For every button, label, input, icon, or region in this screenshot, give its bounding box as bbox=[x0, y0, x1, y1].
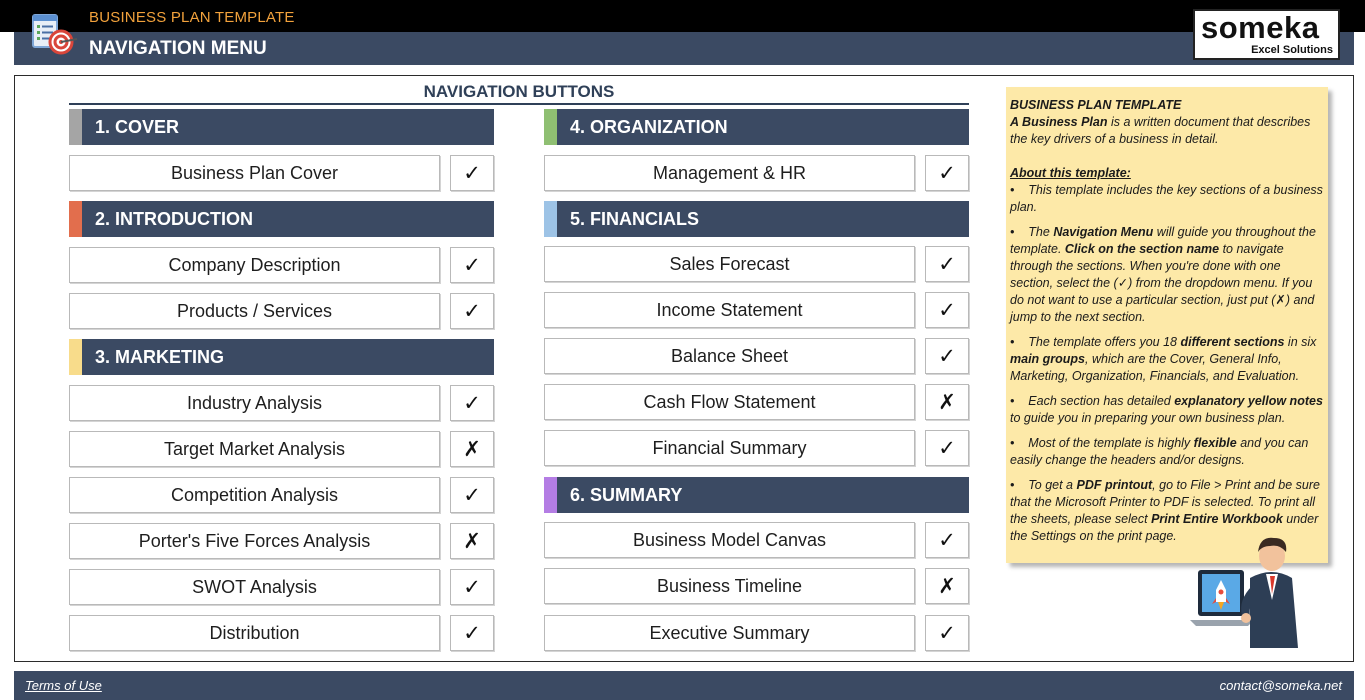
status-income-statement[interactable]: ✓ bbox=[925, 292, 969, 328]
section-title: 5. FINANCIALS bbox=[570, 209, 700, 229]
page-title: NAVIGATION MENU bbox=[89, 38, 267, 59]
nav-button-porters-five-forces[interactable]: Porter's Five Forces Analysis bbox=[69, 523, 440, 559]
status-balance-sheet[interactable]: ✓ bbox=[925, 338, 969, 374]
note-bullet-2: • The Navigation Menu will guide you thr… bbox=[1010, 225, 1316, 324]
nav-button-target-market-analysis[interactable]: Target Market Analysis bbox=[69, 431, 440, 467]
section-title: 3. MARKETING bbox=[95, 347, 225, 367]
status-business-plan-cover[interactable]: ✓ bbox=[450, 155, 494, 191]
section-accent-marketing bbox=[69, 339, 82, 375]
note-bullet-1: • This template includes the key section… bbox=[1010, 183, 1323, 214]
section-accent-introduction bbox=[69, 201, 82, 237]
note-title: BUSINESS PLAN TEMPLATE bbox=[1010, 98, 1182, 112]
business-plan-icon bbox=[32, 14, 78, 55]
note-bullet-6: • To get a PDF printout, go to File > Pr… bbox=[1010, 478, 1320, 543]
logo-subtitle: Excel Solutions bbox=[1251, 44, 1333, 56]
status-products-services[interactable]: ✓ bbox=[450, 293, 494, 329]
status-sales-forecast[interactable]: ✓ bbox=[925, 246, 969, 282]
contact-email: contact@someka.net bbox=[1219, 678, 1342, 693]
note-about-heading: About this template: bbox=[1010, 166, 1131, 180]
section-accent-summary bbox=[544, 477, 557, 513]
nav-button-executive-summary[interactable]: Executive Summary bbox=[544, 615, 915, 651]
nav-button-financial-summary[interactable]: Financial Summary bbox=[544, 430, 915, 466]
section-header-financials[interactable]: 5. FINANCIALS bbox=[544, 201, 969, 237]
section-header-marketing[interactable]: 3. MARKETING bbox=[69, 339, 494, 375]
header-bar-top bbox=[0, 0, 1365, 32]
section-accent-cover bbox=[69, 109, 82, 145]
status-target-market-analysis[interactable]: ✗ bbox=[450, 431, 494, 467]
section-header-cover[interactable]: 1. COVER bbox=[69, 109, 494, 145]
section-title: 6. SUMMARY bbox=[570, 485, 683, 505]
section-title: 2. INTRODUCTION bbox=[95, 209, 254, 229]
businessman-illustration-icon bbox=[1190, 537, 1298, 648]
note-bullet-4: • Each section has detailed explanatory … bbox=[1010, 394, 1323, 425]
status-industry-analysis[interactable]: ✓ bbox=[450, 385, 494, 421]
section-accent-organization bbox=[544, 109, 557, 145]
nav-button-balance-sheet[interactable]: Balance Sheet bbox=[544, 338, 915, 374]
status-management-hr[interactable]: ✓ bbox=[925, 155, 969, 191]
note-bullet-5: • Most of the template is highly flexibl… bbox=[1010, 436, 1309, 467]
logo-name: someka bbox=[1201, 10, 1320, 45]
status-business-model-canvas[interactable]: ✓ bbox=[925, 522, 969, 558]
nav-button-management-hr[interactable]: Management & HR bbox=[544, 155, 915, 191]
nav-button-products-services[interactable]: Products / Services bbox=[69, 293, 440, 329]
status-business-timeline[interactable]: ✗ bbox=[925, 568, 969, 604]
note-bullet-3: • The template offers you 18 different s… bbox=[1010, 335, 1317, 383]
nav-button-business-model-canvas[interactable]: Business Model Canvas bbox=[544, 522, 915, 558]
section-header-organization[interactable]: 4. ORGANIZATION bbox=[544, 109, 969, 145]
nav-button-business-timeline[interactable]: Business Timeline bbox=[544, 568, 915, 604]
note-intro: A Business Plan is a written document th… bbox=[1010, 115, 1311, 146]
status-swot-analysis[interactable]: ✓ bbox=[450, 569, 494, 605]
status-cash-flow-statement[interactable]: ✗ bbox=[925, 384, 969, 420]
nav-button-cash-flow-statement[interactable]: Cash Flow Statement bbox=[544, 384, 915, 420]
status-company-description[interactable]: ✓ bbox=[450, 247, 494, 283]
nav-button-company-description[interactable]: Company Description bbox=[69, 247, 440, 283]
info-note: BUSINESS PLAN TEMPLATE A Business Plan i… bbox=[1006, 87, 1328, 563]
section-header-introduction[interactable]: 2. INTRODUCTION bbox=[69, 201, 494, 237]
section-header-summary[interactable]: 6. SUMMARY bbox=[544, 477, 969, 513]
nav-button-distribution[interactable]: Distribution bbox=[69, 615, 440, 651]
nav-button-competition-analysis[interactable]: Competition Analysis bbox=[69, 477, 440, 513]
main-panel: NAVIGATION BUTTONS 1. COVER Business Pla… bbox=[14, 75, 1354, 662]
nav-button-swot-analysis[interactable]: SWOT Analysis bbox=[69, 569, 440, 605]
app-title: BUSINESS PLAN TEMPLATE bbox=[89, 9, 295, 26]
nav-heading-underline bbox=[69, 103, 969, 105]
nav-button-income-statement[interactable]: Income Statement bbox=[544, 292, 915, 328]
someka-logo[interactable]: someka Excel Solutions bbox=[1193, 9, 1340, 60]
nav-button-sales-forecast[interactable]: Sales Forecast bbox=[544, 246, 915, 282]
section-title: 4. ORGANIZATION bbox=[570, 117, 728, 137]
status-distribution[interactable]: ✓ bbox=[450, 615, 494, 651]
section-title: 1. COVER bbox=[95, 117, 180, 137]
nav-heading: NAVIGATION BUTTONS bbox=[423, 82, 615, 101]
status-porters-five-forces[interactable]: ✗ bbox=[450, 523, 494, 559]
status-executive-summary[interactable]: ✓ bbox=[925, 615, 969, 651]
nav-button-industry-analysis[interactable]: Industry Analysis bbox=[69, 385, 440, 421]
section-accent-financials bbox=[544, 201, 557, 237]
footer-bar: Terms of Use contact@someka.net bbox=[14, 671, 1354, 700]
header-bar bbox=[14, 32, 1354, 65]
terms-of-use-link[interactable]: Terms of Use bbox=[25, 678, 102, 693]
status-competition-analysis[interactable]: ✓ bbox=[450, 477, 494, 513]
status-financial-summary[interactable]: ✓ bbox=[925, 430, 969, 466]
nav-button-business-plan-cover[interactable]: Business Plan Cover bbox=[69, 155, 440, 191]
